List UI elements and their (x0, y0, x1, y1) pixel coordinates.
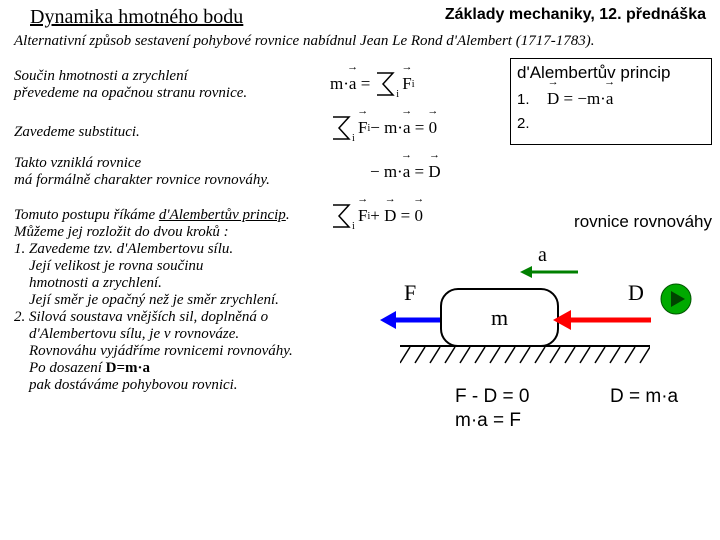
mass-label: m (491, 305, 508, 331)
para3a: Takto vzniklá rovnice (14, 155, 141, 171)
para1a: Součin hmotnosti a zrychlení (14, 68, 188, 84)
list2b: Rovnováhu vyjádříme rovnicemi rovnováhy. (29, 343, 293, 359)
force-f-arrow-icon (380, 308, 445, 332)
play-button-icon[interactable] (660, 283, 692, 315)
list2c: Po dosazení (29, 360, 106, 376)
list2e: pak dostáváme pohybovou rovnici. (29, 377, 238, 393)
lecture-subtitle: Základy mechaniky, 12. přednáška (445, 6, 706, 29)
list1: 1. Zavedeme tzv. d'Alembertovu sílu. (14, 241, 233, 257)
label-f: F (404, 280, 416, 306)
para1b: převedeme na opačnou stranu rovnice. (14, 85, 247, 101)
diagram-eq3: D = m·a (610, 386, 678, 408)
label-d: D (628, 280, 644, 306)
page-title: Dynamika hmotného bodu (30, 6, 243, 29)
box-eq2: rovnice rovnováhy (574, 212, 712, 232)
accel-arrow-icon (520, 262, 580, 282)
left-column: Součin hmotnosti a zrychlení převedeme n… (14, 68, 314, 408)
para4b: d'Alembertův princip (159, 207, 286, 223)
para5: Můžeme jej rozložit do dvou kroků : (14, 224, 229, 240)
principle-box: d'Alembertův princip 1. D→ = −m·a→ 2. (510, 58, 712, 145)
list2a: d'Alembertovu sílu, je v rovnováze. (29, 326, 239, 342)
list1b: hmotnosti a zrychlení. (29, 275, 162, 291)
list2d: D=m·a (106, 360, 150, 376)
para2: Zavedeme substituci. (14, 124, 314, 141)
diagram-eq1: F - D = 0 (455, 386, 529, 408)
para4a: Tomuto postupu říkáme (14, 207, 159, 223)
ground-icon (400, 345, 650, 367)
para3b: má formálně charakter rovnice rovnováhy. (14, 172, 270, 188)
list1c: Její směr je opačný než je směr zrychlen… (29, 292, 279, 308)
box-num1: 1. (517, 91, 547, 108)
diagram: a F m D F - D = 0 m·a = F D = m·a (370, 258, 700, 518)
force-d-arrow-icon (553, 308, 653, 332)
intro-text: Alternativní způsob sestavení pohybové r… (0, 31, 720, 56)
list1a: Její velikost je rovna součinu (29, 258, 203, 274)
equations-column: m·a→ = i F→i i F→i − m·a→ = 0→ − m·a→ = … (330, 62, 500, 238)
list2: 2. Silová soustava vnějších sil, doplněn… (14, 309, 268, 325)
box-num2: 2. (517, 115, 547, 132)
mass-block: m (440, 288, 559, 347)
diagram-eq2: m·a = F (455, 410, 521, 432)
para4c: . (286, 207, 290, 223)
